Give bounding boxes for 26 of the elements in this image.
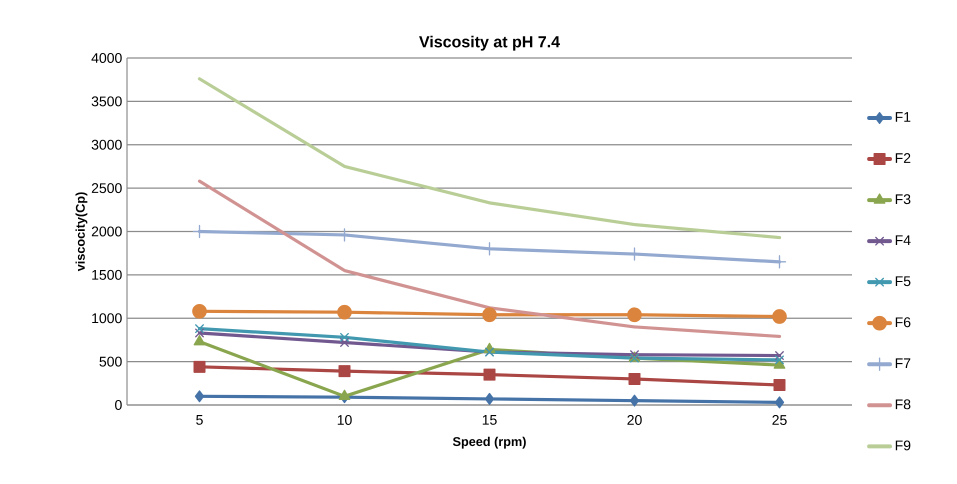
legend-label: F7 <box>896 358 910 368</box>
x-tick-label: 20 <box>627 415 642 425</box>
y-tick-label: 1000 <box>92 313 122 324</box>
x-axis-title: Speed (rpm) <box>452 436 526 449</box>
chart-title: Viscosity at pH 7.4 <box>419 36 560 51</box>
legend-label: F9 <box>896 440 910 450</box>
y-tick-label: 500 <box>100 356 122 367</box>
legend-label: F5 <box>896 276 910 286</box>
legend-label: F1 <box>896 112 910 122</box>
x-tick-label: 5 <box>196 415 203 425</box>
x-tick-label: 10 <box>338 415 352 425</box>
y-tick-label: 2500 <box>92 183 122 194</box>
y-tick-label: 3000 <box>92 140 122 150</box>
legend-label: F6 <box>896 317 910 328</box>
y-tick-label: 2000 <box>92 226 122 236</box>
x-tick-label: 25 <box>772 415 787 425</box>
y-tick-label: 1500 <box>92 270 122 280</box>
y-tick-label: 4000 <box>91 53 122 63</box>
legend-label: F8 <box>896 399 910 410</box>
x-tick-label: 15 <box>482 415 497 425</box>
legend-label: F3 <box>896 194 910 204</box>
legend-label: F4 <box>896 235 911 245</box>
y-tick-label: 3500 <box>92 96 122 106</box>
y-tick-label: 0 <box>115 400 122 410</box>
y-axis-title: viscocity(Cp) <box>76 192 88 272</box>
legend-label: F2 <box>896 153 910 163</box>
